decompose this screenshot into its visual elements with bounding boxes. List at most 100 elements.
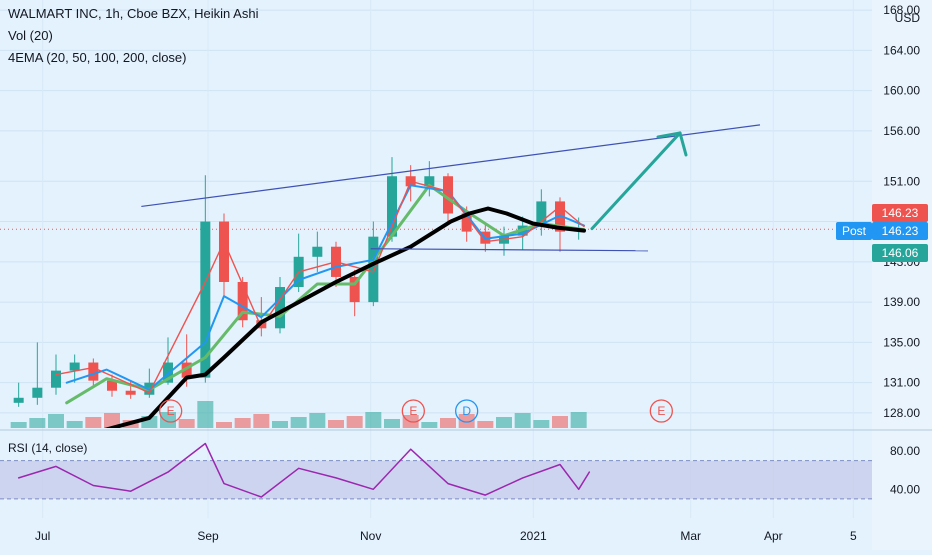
price-tick-label: 156.00 [883, 124, 920, 138]
event-marker [455, 399, 479, 423]
rsi-band [0, 460, 872, 499]
volume-bar [48, 414, 64, 428]
support-trendline [370, 248, 649, 252]
candle-body [32, 387, 43, 398]
time-tick-label: Sep [197, 529, 219, 543]
volume-bar [290, 417, 307, 428]
price-tick-label: 168.00 [883, 3, 920, 17]
volume-bar [440, 418, 456, 428]
event-marker [159, 399, 183, 423]
price-tag [872, 204, 928, 222]
candle-body [88, 362, 99, 381]
time-tick-label: Nov [360, 529, 381, 543]
rsi-tick-label: 80.00 [890, 444, 920, 458]
candle-body [349, 276, 360, 303]
post-badge [836, 222, 872, 240]
candle-body [51, 370, 61, 388]
volume-bar [197, 401, 214, 428]
candle-body [181, 362, 192, 378]
volume-bar [309, 413, 326, 428]
time-tick-label: 5 [850, 529, 857, 543]
price-tag [872, 244, 928, 262]
resistance-trendline [141, 124, 761, 208]
candle-body [536, 201, 547, 226]
ema-50-line [65, 184, 585, 391]
time-tick-label: Jul [35, 529, 50, 543]
volume-bar [216, 422, 232, 428]
price-unit-label: USD [895, 11, 921, 25]
volume-bar [10, 422, 27, 428]
volume-legend[interactable]: Vol (20) [8, 28, 53, 43]
event-marker-label: E [167, 404, 175, 418]
price-tag-label: 146.23 [882, 206, 919, 220]
volume-bar [160, 412, 176, 428]
volume-bar [85, 417, 102, 428]
ema-legend[interactable]: 4EMA (20, 50, 100, 200, close) [8, 50, 187, 65]
price-tick-label: 164.00 [883, 43, 920, 57]
candle-body [368, 236, 379, 303]
volume-bar [552, 416, 568, 428]
candle-body [200, 221, 211, 378]
volume-bar [346, 416, 363, 428]
volume-bar [570, 412, 587, 428]
price-axis-background [872, 0, 932, 550]
time-tick-label: Apr [764, 529, 783, 543]
price-tick-label: 139.00 [883, 295, 920, 309]
ema-20-line [55, 180, 585, 394]
volume-bar [365, 412, 382, 428]
candle-body [275, 287, 285, 329]
candle-body [219, 221, 229, 282]
price-tick-label: 160.00 [883, 84, 920, 98]
candle-body [69, 362, 80, 371]
price-tag-label: 146.06 [882, 246, 919, 260]
volume-bar [458, 414, 475, 428]
event-marker [649, 399, 673, 423]
volume-bar [384, 419, 400, 428]
price-tag-label: 146.23 [882, 224, 919, 238]
candle-body [461, 213, 472, 232]
ema-200-line [104, 206, 586, 428]
volume-bar [421, 422, 438, 428]
event-marker-label: E [409, 404, 417, 418]
price-tick-label: 135.00 [883, 335, 920, 349]
volume-bars [10, 401, 587, 428]
price-tick-label: 151.00 [883, 174, 920, 188]
volume-bar [234, 418, 251, 428]
volume-bar [496, 417, 512, 428]
volume-bar [272, 421, 288, 428]
price-tag [872, 222, 928, 240]
volume-bar [514, 413, 531, 428]
volume-bar [253, 414, 270, 428]
price-tick-label: 131.00 [883, 376, 920, 390]
volume-bar [29, 418, 46, 428]
rsi-tick-label: 40.00 [890, 482, 920, 496]
candle-body [424, 176, 435, 187]
time-tick-label: Mar [680, 529, 701, 543]
candle-body [13, 397, 24, 403]
post-badge-label: Post [842, 224, 867, 238]
volume-bar [533, 420, 550, 428]
event-marker-label: E [657, 404, 665, 418]
candle-body [312, 246, 323, 257]
rsi-legend[interactable]: RSI (14, close) [8, 441, 88, 455]
event-marker [401, 399, 425, 423]
symbol-legend[interactable]: WALMART INC, 1h, Cboe BZX, Heikin Ashi [8, 6, 259, 21]
candle-body [107, 380, 117, 391]
volume-bar [477, 421, 494, 428]
price-tick-label: 128.00 [883, 406, 920, 420]
projection-arrow-shaft [590, 131, 682, 231]
volume-bar [328, 420, 344, 428]
candle-body [443, 176, 453, 214]
time-tick-label: 2021 [520, 529, 547, 543]
candle-body [237, 281, 248, 321]
rsi-line [17, 442, 591, 498]
candle-body [125, 390, 136, 395]
volume-bar [178, 419, 195, 428]
event-marker-label: D [462, 404, 471, 418]
volume-bar [66, 421, 83, 428]
projection-arrow-head [656, 131, 688, 157]
candle-body [387, 176, 397, 237]
